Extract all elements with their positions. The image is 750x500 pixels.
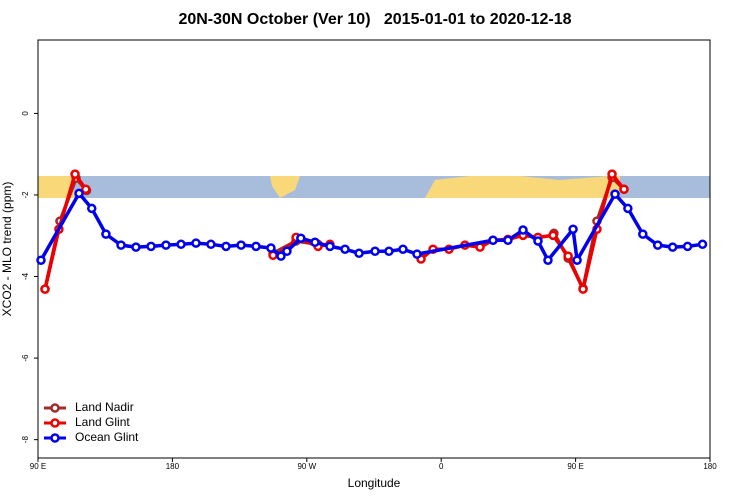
data-point xyxy=(221,241,231,252)
data-point xyxy=(176,239,186,250)
data-point xyxy=(572,255,582,265)
data-point xyxy=(607,169,617,179)
data-point xyxy=(548,230,558,241)
data-point xyxy=(36,255,46,265)
x-tick-label: 90 E xyxy=(567,462,583,471)
x-tick-label: 90 W xyxy=(297,462,316,471)
data-point xyxy=(503,235,513,245)
legend-label: Ocean Glint xyxy=(75,430,139,444)
data-point xyxy=(578,284,588,294)
data-point xyxy=(412,249,422,259)
chart-title: 20N-30N October (Ver 10) 2015-01-01 to 2… xyxy=(178,11,571,28)
data-point xyxy=(70,169,80,179)
data-point xyxy=(206,239,216,250)
data-point xyxy=(652,240,663,250)
data-point xyxy=(161,240,171,250)
map-band xyxy=(38,176,710,198)
data-point xyxy=(543,255,553,265)
data-point xyxy=(623,203,633,214)
data-point xyxy=(682,241,693,252)
data-point xyxy=(638,229,648,239)
data-point xyxy=(325,241,335,252)
data-point xyxy=(251,241,261,252)
x-tick-label: 90 E xyxy=(30,462,46,471)
data-point xyxy=(667,242,678,252)
data-point xyxy=(488,235,498,245)
series-line xyxy=(39,191,703,262)
data-point xyxy=(276,251,286,261)
legend-marker xyxy=(50,403,60,413)
y-tick-label: -2 xyxy=(21,191,30,199)
plot-frame xyxy=(37,39,711,459)
data-point xyxy=(310,237,320,248)
data-point xyxy=(384,246,394,256)
x-tick-label: 180 xyxy=(166,462,180,471)
data-point xyxy=(74,188,84,199)
data-point xyxy=(533,236,543,246)
data-point xyxy=(40,284,50,294)
data-point xyxy=(87,203,97,214)
data-point xyxy=(518,225,528,235)
y-tick-label: -6 xyxy=(21,354,30,362)
data-point xyxy=(266,243,276,253)
data-point xyxy=(354,248,364,259)
y-tick-label: -4 xyxy=(21,272,30,280)
data-point xyxy=(146,241,156,252)
x-tick-label: 180 xyxy=(703,462,717,471)
x-tick-label: 0 xyxy=(439,462,444,471)
data-point xyxy=(697,239,708,250)
data-point xyxy=(296,233,306,243)
data-point xyxy=(236,240,246,250)
x-axis-label: Longitude xyxy=(348,476,401,490)
legend-marker xyxy=(50,418,60,428)
data-point xyxy=(610,189,620,199)
data-point xyxy=(131,242,141,252)
data-point xyxy=(116,240,126,250)
data-point xyxy=(370,246,380,256)
data-point xyxy=(81,184,91,195)
legend-label: Land Glint xyxy=(75,415,130,429)
data-point xyxy=(568,224,578,234)
data-point xyxy=(563,251,573,261)
data-point xyxy=(282,246,292,256)
data-point xyxy=(398,244,408,254)
legend-label: Land Nadir xyxy=(75,400,134,414)
data-point xyxy=(101,229,111,239)
data-point xyxy=(191,238,201,248)
y-tick-label: -8 xyxy=(21,436,30,444)
y-tick-label: 0 xyxy=(21,111,30,116)
data-point xyxy=(340,244,350,254)
data-point xyxy=(619,184,629,195)
y-axis-label: XCO2 - MLO trend (ppm) xyxy=(0,182,14,317)
legend-marker xyxy=(50,433,60,443)
